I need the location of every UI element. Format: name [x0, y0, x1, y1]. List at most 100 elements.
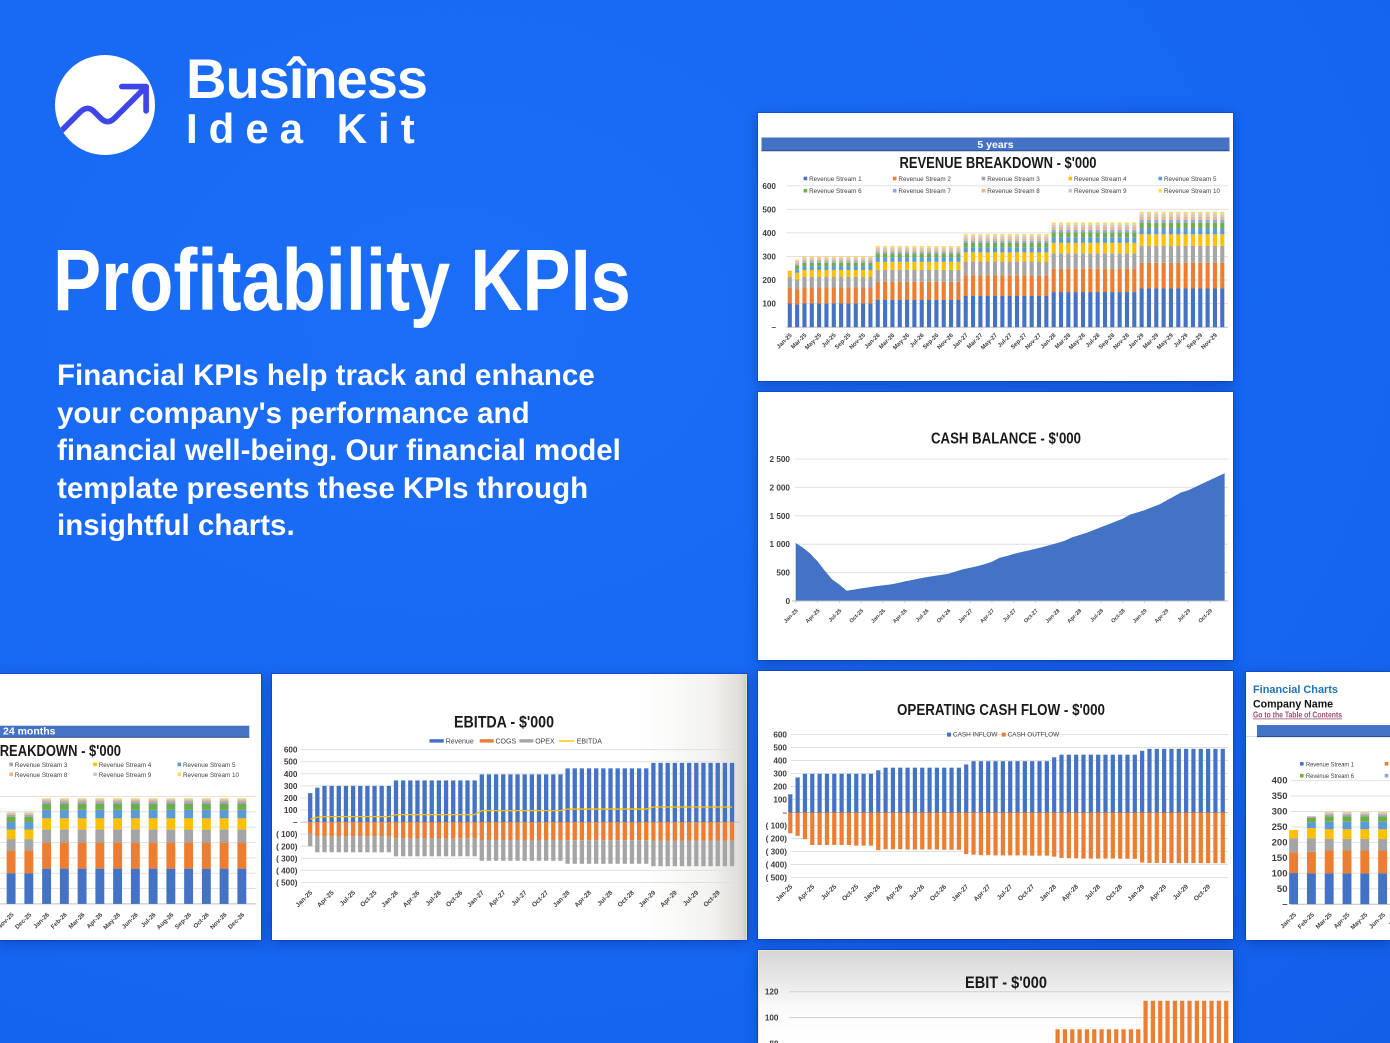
svg-text:Jan-29: Jan-29: [638, 889, 658, 909]
svg-text:Oct-25: Oct-25: [840, 883, 860, 903]
svg-text:Revenue Stream 6: Revenue Stream 6: [1306, 773, 1354, 780]
svg-text:24 months: 24 months: [3, 725, 56, 737]
svg-text:Oct-26: Oct-26: [445, 889, 465, 909]
svg-text:Feb-26: Feb-26: [50, 911, 69, 930]
svg-text:Jan-29: Jan-29: [1126, 883, 1146, 903]
svg-text:Revenue Stream 5: Revenue Stream 5: [183, 761, 236, 768]
svg-text:CASH INFLOW: CASH INFLOW: [953, 732, 998, 739]
svg-text:Oct-25: Oct-25: [359, 889, 379, 909]
svg-text:100: 100: [762, 299, 776, 308]
svg-text:EBITDA - $'000: EBITDA - $'000: [454, 712, 554, 731]
svg-text:–: –: [1282, 899, 1287, 910]
svg-text:Aug-26: Aug-26: [155, 911, 175, 931]
svg-text:Apr-29: Apr-29: [659, 889, 679, 909]
svg-text:Jun-25: Jun-25: [1367, 911, 1386, 930]
svg-text:120: 120: [764, 988, 778, 997]
svg-text:2 000: 2 000: [770, 483, 791, 492]
svg-text:–: –: [782, 809, 787, 818]
svg-text:Jul-27: Jul-27: [995, 883, 1014, 902]
svg-text:Mar-26: Mar-26: [67, 911, 86, 930]
svg-text:Nov-26: Nov-26: [937, 332, 956, 351]
svg-text:CASH OUTFLOW: CASH OUTFLOW: [1007, 732, 1059, 739]
svg-text:( 400): ( 400): [276, 866, 298, 875]
svg-text:Jul-25: Jul-25: [819, 883, 838, 902]
svg-text:Jul-27: Jul-27: [1002, 608, 1017, 623]
svg-text:EBITDA: EBITDA: [577, 738, 603, 745]
svg-text:Jan-26: Jan-26: [380, 889, 400, 909]
svg-text:( 500): ( 500): [765, 873, 787, 882]
svg-text:Oct-27: Oct-27: [531, 889, 551, 909]
svg-text:Jul-29: Jul-29: [1171, 883, 1190, 902]
svg-text:5 years: 5 years: [977, 138, 1013, 150]
svg-text:( 500): ( 500): [276, 878, 298, 887]
svg-text:80: 80: [769, 1039, 779, 1043]
svg-text:200: 200: [762, 276, 776, 285]
svg-text:100: 100: [773, 796, 787, 805]
svg-text:Financial Charts: Financial Charts: [1253, 684, 1338, 696]
svg-text:Revenue Stream 1: Revenue Stream 1: [1306, 761, 1354, 768]
svg-text:200: 200: [1271, 837, 1287, 848]
svg-text:100: 100: [764, 1014, 778, 1023]
svg-text:Jan-27: Jan-27: [466, 889, 486, 909]
svg-text:( 300): ( 300): [276, 854, 298, 863]
svg-text:250: 250: [1271, 822, 1287, 833]
svg-text:( 200): ( 200): [276, 842, 298, 851]
svg-text:Nov-25: Nov-25: [849, 332, 868, 351]
svg-text:Oct-28: Oct-28: [617, 889, 637, 909]
svg-text:May-25: May-25: [804, 332, 823, 351]
svg-text:Apr-25: Apr-25: [805, 608, 822, 625]
svg-text:500: 500: [284, 757, 298, 766]
svg-text:OPERATING CASH FLOW - $'000: OPERATING CASH FLOW - $'000: [897, 702, 1105, 719]
svg-text:( 300): ( 300): [765, 847, 787, 856]
svg-text:Revenue Stream 1: Revenue Stream 1: [809, 176, 862, 183]
svg-text:Revenue Stream 3: Revenue Stream 3: [987, 176, 1040, 183]
svg-text:Apr-28: Apr-28: [1067, 608, 1084, 625]
svg-text:100: 100: [1271, 868, 1287, 879]
svg-text:Jan-29: Jan-29: [1132, 608, 1149, 625]
svg-text:Revenue Stream 10: Revenue Stream 10: [1164, 188, 1221, 195]
svg-text:600: 600: [762, 181, 776, 190]
svg-text:Jan-27: Jan-27: [950, 883, 970, 903]
svg-text:Revenue Stream 2: Revenue Stream 2: [898, 176, 951, 183]
svg-text:Apr-26: Apr-26: [85, 911, 104, 930]
svg-text:Jan-28: Jan-28: [1038, 883, 1058, 903]
svg-text:Jan-25: Jan-25: [295, 889, 315, 909]
svg-text:400: 400: [762, 228, 776, 237]
svg-text:Revenue Stream 6: Revenue Stream 6: [809, 188, 862, 195]
svg-text:Jul-29: Jul-29: [682, 889, 701, 908]
svg-text:0: 0: [785, 597, 790, 606]
svg-text:Apr-26: Apr-26: [892, 608, 909, 625]
svg-text:Revenue Stream 8: Revenue Stream 8: [15, 771, 68, 778]
svg-text:300: 300: [773, 770, 787, 779]
svg-text:May-28: May-28: [1068, 332, 1087, 351]
svg-text:100: 100: [284, 806, 298, 815]
svg-text:Jan-25: Jan-25: [774, 883, 794, 903]
svg-text:Revenue Stream 5: Revenue Stream 5: [1164, 176, 1217, 183]
svg-text:May-26: May-26: [892, 332, 911, 351]
svg-text:Revenue Stream 8: Revenue Stream 8: [987, 188, 1040, 195]
svg-text:1 000: 1 000: [770, 540, 791, 549]
svg-text:Apr-25: Apr-25: [796, 883, 816, 903]
svg-text:Jul-25: Jul-25: [828, 608, 843, 623]
svg-text:500: 500: [773, 744, 787, 753]
svg-text:Apr-27: Apr-27: [979, 608, 996, 625]
svg-text:Jan-27: Jan-27: [958, 608, 975, 625]
svg-text:Nov-29: Nov-29: [1200, 332, 1219, 351]
svg-text:200: 200: [773, 783, 787, 792]
svg-text:Oct-26: Oct-26: [928, 883, 948, 903]
svg-text:300: 300: [284, 781, 298, 790]
svg-text:–: –: [771, 323, 776, 332]
svg-text:Apr-26: Apr-26: [884, 883, 904, 903]
svg-text:OPEX: OPEX: [535, 738, 555, 745]
svg-text:May-25: May-25: [1349, 911, 1369, 931]
svg-text:2 500: 2 500: [770, 455, 791, 464]
svg-text:May-27: May-27: [980, 332, 999, 351]
svg-text:Jan-25: Jan-25: [1279, 911, 1298, 930]
svg-text:Apr-29: Apr-29: [1148, 883, 1168, 903]
svg-text:REVENUE BREAKDOWN - $'000: REVENUE BREAKDOWN - $'000: [900, 155, 1097, 172]
svg-text:Jan-28: Jan-28: [1045, 608, 1062, 625]
svg-text:Oct-28: Oct-28: [1110, 608, 1126, 624]
svg-text:Nov-27: Nov-27: [1025, 332, 1044, 351]
svg-text:Apr-27: Apr-27: [972, 883, 992, 903]
svg-text:Oct-29: Oct-29: [702, 889, 722, 909]
